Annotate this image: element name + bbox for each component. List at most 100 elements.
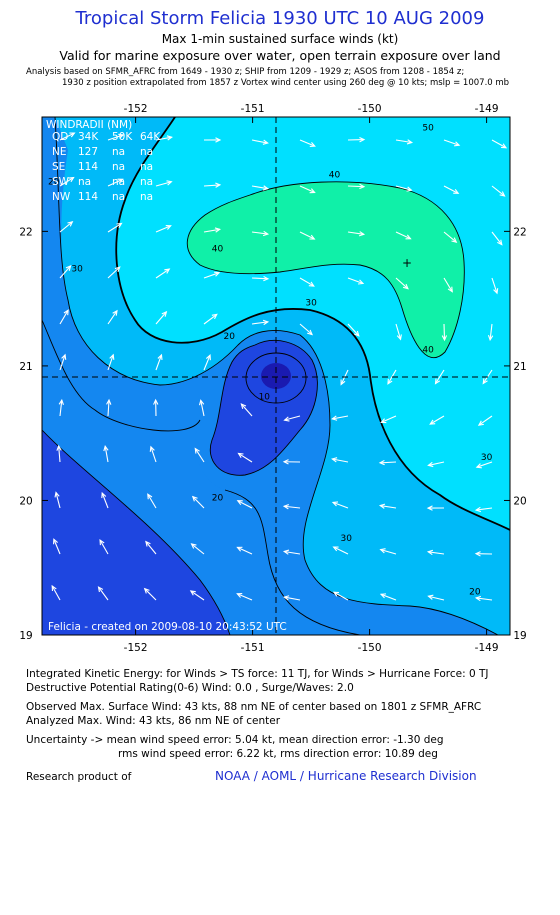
wind-arrow-head [166, 135, 173, 141]
wind-arrow [476, 507, 493, 511]
wind-arrow-head [282, 459, 289, 465]
wind-arrow [443, 185, 459, 194]
wind-arrow-head [441, 335, 448, 342]
x-tick-label: -152 [124, 103, 148, 115]
wind-arrow-head [283, 595, 290, 601]
wind-arrow [332, 458, 349, 463]
wind-radii-cell: na [112, 161, 125, 173]
wind-arrow [191, 543, 205, 555]
wind-arrow [59, 132, 75, 141]
wind-arrow [333, 546, 349, 555]
wind-arrow-head [427, 461, 434, 468]
wind-arrow [395, 185, 412, 191]
wind-arrow-head [358, 231, 366, 237]
x-tick-label: -152 [124, 642, 148, 654]
y-tick-label: 20 [19, 495, 32, 507]
wind-radii-header-cell: 64K [140, 131, 161, 143]
wind-arrow [491, 139, 507, 149]
dpr-info: Destructive Potential Rating(0-6) Wind: … [26, 682, 354, 694]
wind-arrow [299, 231, 315, 240]
wind-arrow [299, 323, 313, 335]
wind-arrow [59, 177, 74, 187]
wind-arrow-head [387, 378, 393, 385]
uncertainty-rms: rms wind speed error: 6.22 kt, rms direc… [118, 748, 438, 760]
wind-arrow [107, 266, 121, 279]
wind-arrow-head [475, 463, 482, 469]
wind-arrow [203, 354, 211, 371]
wind-arrow [443, 139, 460, 146]
wind-arrow-head [427, 594, 434, 600]
noaa-aoml-hrd-link[interactable]: NOAA / AOML / Hurricane Research Divisio… [215, 769, 477, 783]
uncertainty-mean: Uncertainty -> mean wind speed error: 5.… [26, 734, 444, 746]
wind-arrow-head [198, 399, 205, 406]
wind-arrow-head [164, 268, 171, 274]
wind-arrow-head [189, 590, 196, 596]
wind-arrow-head [61, 353, 67, 360]
wind-arrow [491, 231, 503, 245]
wind-radii-cell: NW [52, 191, 71, 203]
contour-label: 20 [223, 332, 235, 342]
wind-arrow [347, 277, 364, 285]
axis-ticks: -152 -152 -151 -151 -150 -150 -149 -149 19 19 20 20… [19, 103, 526, 654]
chart-subtitle: Max 1-min sustained surface winds (kt) [161, 32, 399, 46]
y-tick-label: 22 [513, 226, 526, 238]
wind-arrow [101, 492, 109, 509]
contour-label: 20 [212, 493, 224, 503]
wind-arrow-head [474, 551, 481, 557]
wind-arrow [51, 585, 61, 601]
wind-arrow-head [161, 310, 168, 317]
wind-arrow-head [426, 505, 433, 511]
wind-radii-cell: 114 [78, 161, 98, 173]
wind-arrow [251, 277, 269, 280]
contour-label: 30 [481, 453, 493, 463]
wind-radii-cell: SW [52, 176, 70, 188]
wind-arrow [99, 539, 109, 555]
wind-arrow [194, 448, 205, 463]
wind-radii-header-cell: 50K [112, 131, 133, 143]
wind-arrow-head [499, 191, 506, 197]
wind-arrow-head [236, 546, 243, 552]
wind-arrow [251, 185, 268, 190]
wind-arrow [107, 222, 122, 233]
wind-arrow-head [474, 506, 482, 513]
contour-line-20 [42, 319, 361, 635]
wind-arrow-head [353, 330, 360, 337]
analysis-position-note: 1930 z position extrapolated from 1857 z… [62, 78, 510, 88]
wind-arrow [284, 505, 301, 509]
wind-radii-cell: na [112, 191, 125, 203]
wind-arrow-head [309, 188, 316, 194]
contour-line-30-outer [54, 117, 499, 635]
wind-arrow [155, 354, 162, 371]
wind-arrow [476, 461, 493, 468]
wind-arrow [428, 551, 445, 555]
wind-arrow [53, 539, 61, 555]
wind-arrow [237, 593, 253, 601]
wind-radii-cell: 127 [78, 146, 98, 158]
wind-radii-table: WINDRADII (NM) QD 34K 50K 64K NE 127 na na SE 114… [46, 119, 161, 203]
wind-arrow [299, 139, 315, 147]
wind-arrow-head [103, 445, 109, 452]
x-tick-label: -149 [475, 103, 499, 115]
wind-arrow [332, 415, 349, 420]
wind-arrow [428, 461, 445, 466]
wind-arrow [240, 403, 253, 417]
wind-arrow [155, 136, 172, 141]
wind-arrow-head [308, 281, 315, 287]
x-tick-label: -151 [241, 642, 265, 654]
wind-arrow-head [190, 543, 197, 549]
wind-arrow-head [493, 288, 499, 295]
wind-arrow-head [487, 334, 494, 342]
wind-arrow-head [497, 239, 503, 246]
contour-labels: 50 40 40 40 30 30 30 30 20 20 20 20 10 [48, 123, 493, 597]
wind-arrow-head [283, 416, 290, 422]
wind-arrow-head [380, 418, 387, 424]
wind-radii-cell: na [140, 191, 153, 203]
wind-arrow-head [101, 491, 107, 499]
wind-arrow-head [149, 445, 155, 452]
wind-radii-cell: na [140, 146, 153, 158]
wind-arrow-head [54, 491, 60, 498]
wind-arrow [332, 501, 349, 509]
wind-arrow-head [406, 186, 413, 192]
wind-arrow-head [215, 137, 222, 143]
